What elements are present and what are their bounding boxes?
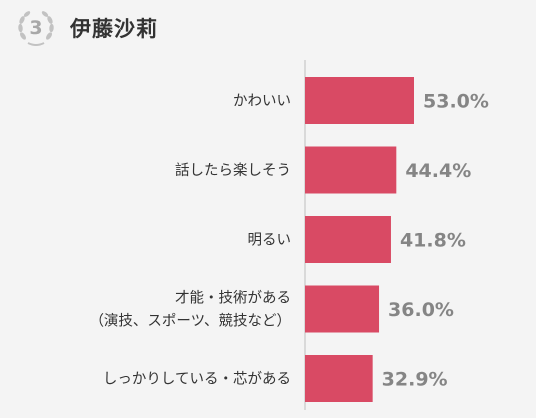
category-label: （演技、スポーツ、競技など） — [89, 313, 291, 330]
bar — [305, 216, 391, 263]
value-label: 53.0% — [423, 91, 489, 113]
category-label: しっかりしている・芯がある — [103, 371, 291, 388]
rank-badge: 3 — [14, 6, 58, 50]
category-label: 明るい — [248, 233, 292, 249]
value-label: 32.9% — [382, 369, 448, 391]
rank-number: 3 — [29, 17, 43, 39]
laurel-wreath-icon — [18, 11, 54, 46]
value-label: 41.8% — [400, 230, 466, 252]
bar — [305, 285, 380, 333]
category-label: 才能・技術がある — [175, 290, 291, 307]
bar — [305, 146, 397, 194]
category-label: かわいい — [233, 93, 291, 110]
category-label: 話したら楽しそう — [175, 162, 291, 179]
bar — [305, 355, 373, 402]
value-label: 36.0% — [388, 299, 454, 321]
bar — [305, 77, 414, 124]
page-title: 伊藤沙莉 — [70, 17, 158, 41]
chart-header: 3 伊藤沙莉 — [14, 6, 158, 50]
value-label: 44.4% — [405, 160, 471, 182]
